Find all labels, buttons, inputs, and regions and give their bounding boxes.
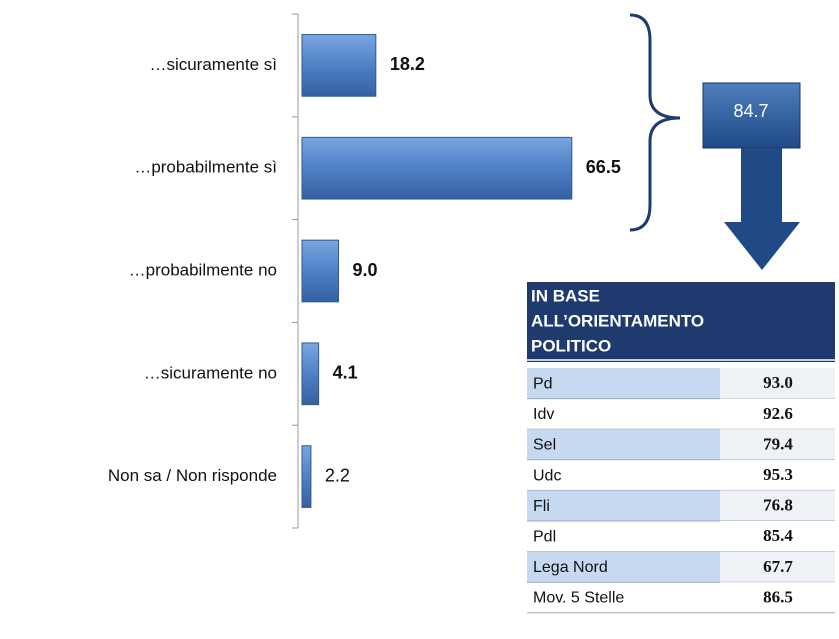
row-value: 95.3	[763, 465, 793, 484]
value-cell	[720, 398, 835, 430]
bar	[301, 239, 340, 303]
value-cell	[720, 551, 835, 583]
value-label: 18.2	[390, 54, 425, 74]
bar	[301, 136, 573, 200]
table-header	[527, 282, 835, 362]
row-name: Lega Nord	[533, 559, 608, 576]
bar	[301, 342, 320, 406]
row-name: Sel	[533, 437, 556, 454]
row-name: Fli	[533, 498, 550, 515]
bar	[301, 34, 377, 97]
total-value: 84.7	[733, 101, 768, 121]
value-cell	[720, 368, 835, 399]
bar	[301, 445, 312, 508]
table: IN BASE ALL’ORIENTAMENTO POLITICO Pd 93.0 Idv…	[527, 282, 835, 614]
table-title: POLITICO	[531, 336, 611, 355]
row-band	[527, 429, 720, 460]
category-label: …sicuramente no	[144, 363, 277, 382]
row-band	[527, 490, 720, 521]
row-value: 92.6	[763, 404, 793, 423]
value-label: 2.2	[325, 465, 350, 485]
row-name: Pdl	[533, 529, 556, 546]
row-name: Udc	[533, 467, 561, 484]
row-value: 67.7	[763, 557, 793, 576]
table-title: ALL’ORIENTAMENTO	[531, 311, 704, 330]
row-value: 93.0	[763, 373, 793, 392]
category-label: Non sa / Non risponde	[108, 466, 277, 485]
total-box	[702, 82, 801, 149]
value-label: 9.0	[353, 260, 378, 280]
value-cell	[720, 582, 835, 613]
row-value: 86.5	[763, 587, 793, 606]
category-label: …sicuramente sì	[149, 55, 277, 74]
row-value: 76.8	[763, 496, 793, 515]
value-label: 66.5	[586, 157, 621, 177]
row-band	[527, 551, 720, 583]
category-label: …probabilmente no	[129, 260, 277, 279]
row-name: Pd	[533, 376, 553, 393]
value-cell	[720, 490, 835, 521]
category-label: …probabilmente sì	[134, 158, 277, 177]
value-cell	[720, 429, 835, 460]
row-value: 85.4	[763, 526, 793, 545]
table-title: IN BASE	[531, 286, 600, 305]
brace	[629, 13, 681, 232]
row-band	[527, 368, 720, 399]
value-label: 4.1	[333, 363, 358, 383]
row-name: Idv	[533, 406, 554, 423]
value-cell	[720, 459, 835, 491]
row-name: Mov. 5 Stelle	[533, 590, 624, 607]
row-value: 79.4	[763, 434, 793, 453]
value-cell	[720, 521, 835, 552]
arrow	[724, 148, 800, 270]
